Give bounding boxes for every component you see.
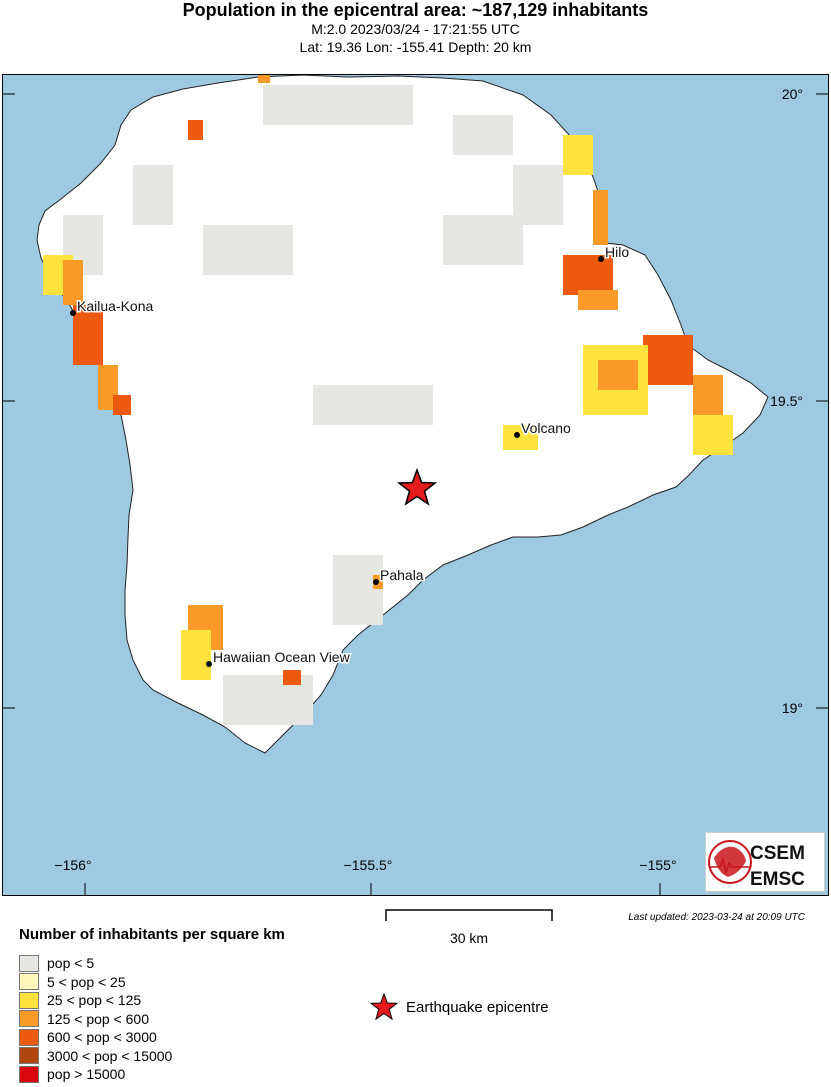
lat-tick-19-5: 19.5°	[770, 393, 803, 409]
legend-item: 25 < pop < 125	[19, 991, 172, 1010]
map-title: Population in the epicentral area: ~187,…	[182, 0, 649, 20]
legend-item: pop > 15000	[19, 1065, 172, 1084]
lat-tick-20: 20°	[782, 86, 803, 102]
legend-swatch	[19, 954, 39, 972]
last-updated: Last updated: 2023-03-24 at 20:09 UTC	[628, 912, 805, 923]
scale-bar	[385, 908, 553, 922]
legend-swatch	[19, 1010, 39, 1028]
legend-label: 5 < pop < 25	[47, 973, 126, 990]
populated-areas	[43, 75, 733, 685]
event-magnitude-time: M:2.0 2023/03/24 - 17:21:55 UTC	[311, 21, 520, 37]
legend-label: pop > 15000	[47, 1066, 126, 1083]
svg-text:Hawaiian Ocean View: Hawaiian Ocean View	[213, 649, 351, 665]
legend-title: Number of inhabitants per square km	[19, 926, 285, 943]
epicentre-legend: Earthquake epicentre	[370, 993, 549, 1021]
epicenter-star[interactable]	[396, 467, 438, 506]
legend-label: 3000 < pop < 15000	[47, 1047, 173, 1064]
population-map[interactable]: 20° 19.5° 19° −156° −155.5° −155° Kailua…	[2, 74, 829, 896]
city-hawaiian-ocean-view[interactable]: Hawaiian Ocean View	[206, 648, 352, 667]
legend-item: 3000 < pop < 15000	[19, 1047, 172, 1066]
lon-tick-156: −156°	[54, 857, 91, 873]
svg-text:Pahala: Pahala	[380, 567, 424, 583]
legend-label: 600 < pop < 3000	[47, 1029, 157, 1046]
logo-csem: CSEM	[750, 843, 805, 864]
low-density-areas	[63, 85, 563, 725]
city-pahala[interactable]: Pahala	[373, 566, 425, 585]
graticule-ticks	[3, 93, 828, 895]
lon-tick-155: −155°	[639, 857, 676, 873]
legend-label: pop < 5	[47, 955, 95, 972]
legend-item: 125 < pop < 600	[19, 1010, 172, 1029]
legend-item: pop < 5	[19, 954, 172, 973]
epicentre-legend-label: Earthquake epicentre	[406, 998, 549, 1016]
event-location-depth: Lat: 19.36 Lon: -155.41 Depth: 20 km	[299, 39, 532, 55]
lon-tick-155-5: −155.5°	[344, 857, 393, 873]
legend-swatch	[19, 973, 39, 991]
scale-bar-label: 30 km	[449, 930, 489, 946]
svg-text:Volcano: Volcano	[521, 420, 571, 436]
epicentre-legend-star-icon	[370, 993, 398, 1021]
legend-swatch	[19, 1047, 39, 1065]
city-volcano[interactable]: Volcano	[514, 419, 573, 438]
svg-text:Kailua-Kona: Kailua-Kona	[77, 298, 153, 314]
legend-label: 25 < pop < 125	[47, 992, 142, 1009]
city-kailua-kona[interactable]: Kailua-Kona	[70, 297, 155, 316]
legend-swatch	[19, 1028, 39, 1046]
legend-label: 125 < pop < 600	[47, 1010, 149, 1027]
svg-text:Hilo: Hilo	[605, 244, 629, 260]
emsc-logo: CSEM EMSC	[705, 832, 825, 892]
lat-tick-19: 19°	[782, 700, 803, 716]
legend-item: 5 < pop < 25	[19, 973, 172, 992]
logo-emsc: EMSC	[750, 869, 805, 890]
legend-swatch	[19, 991, 39, 1009]
city-hilo[interactable]: Hilo	[598, 243, 631, 262]
legend-item: 600 < pop < 3000	[19, 1028, 172, 1047]
legend-swatch	[19, 1065, 39, 1083]
